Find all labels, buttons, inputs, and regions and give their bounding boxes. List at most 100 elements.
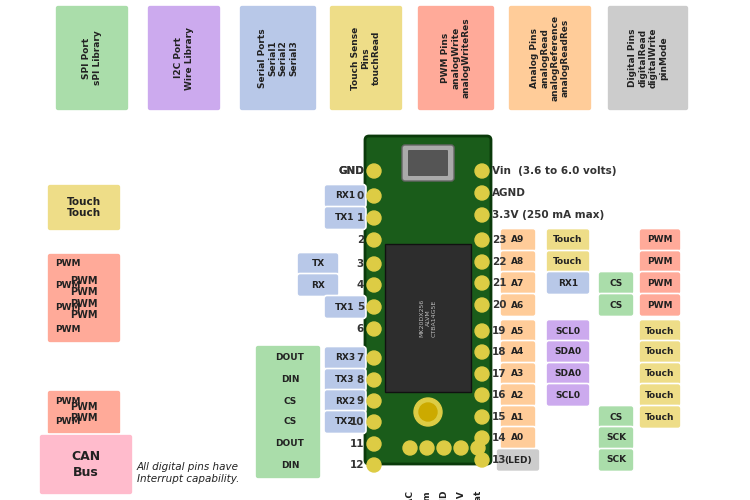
Text: Analog Pins
analogRead
analogReference
analogReadRes: Analog Pins analogRead analogReference a… — [530, 15, 570, 101]
Text: MK20DX256
ALVM
CTBA14G5E: MK20DX256 ALVM CTBA14G5E — [420, 299, 436, 337]
FancyBboxPatch shape — [639, 340, 681, 363]
Text: A2: A2 — [512, 390, 525, 400]
Text: 12: 12 — [350, 460, 364, 470]
FancyBboxPatch shape — [324, 184, 366, 208]
FancyBboxPatch shape — [47, 390, 121, 435]
FancyBboxPatch shape — [496, 448, 540, 471]
Circle shape — [367, 351, 381, 365]
Text: RX: RX — [311, 280, 325, 289]
FancyBboxPatch shape — [269, 432, 311, 456]
Text: DOUT: DOUT — [275, 440, 304, 448]
FancyBboxPatch shape — [55, 5, 129, 111]
Text: CS: CS — [609, 412, 622, 422]
Text: CS: CS — [609, 300, 622, 310]
Circle shape — [414, 398, 442, 426]
Text: VBat: VBat — [473, 490, 482, 500]
Text: RX2: RX2 — [335, 396, 355, 406]
Text: A0: A0 — [512, 434, 524, 442]
FancyBboxPatch shape — [324, 346, 366, 370]
FancyBboxPatch shape — [500, 406, 536, 428]
FancyBboxPatch shape — [47, 274, 89, 296]
Text: A14/DAC: A14/DAC — [406, 490, 415, 500]
Circle shape — [475, 255, 489, 269]
Text: PWM: PWM — [56, 302, 81, 312]
Text: (LED): (LED) — [504, 456, 532, 464]
FancyBboxPatch shape — [269, 454, 311, 476]
FancyBboxPatch shape — [598, 406, 634, 428]
Text: 9: 9 — [357, 396, 364, 406]
Text: PWM: PWM — [647, 300, 673, 310]
FancyBboxPatch shape — [598, 272, 634, 294]
Text: TX2: TX2 — [335, 418, 355, 426]
Text: Digital Pins
digitalRead
digitalWrite
pinMode: Digital Pins digitalRead digitalWrite pi… — [628, 28, 668, 88]
FancyBboxPatch shape — [546, 340, 590, 363]
Text: 1: 1 — [357, 213, 364, 223]
FancyBboxPatch shape — [639, 362, 681, 386]
Text: PWM: PWM — [56, 396, 81, 406]
Text: DOUT: DOUT — [275, 354, 304, 362]
FancyBboxPatch shape — [508, 5, 592, 111]
Circle shape — [367, 458, 381, 472]
FancyBboxPatch shape — [385, 244, 471, 392]
Text: PWM
PWM
PWM
PWM: PWM PWM PWM PWM — [70, 276, 98, 320]
FancyBboxPatch shape — [269, 390, 311, 412]
Circle shape — [475, 276, 489, 290]
Text: PWM: PWM — [56, 260, 81, 268]
Circle shape — [367, 300, 381, 314]
Circle shape — [475, 367, 489, 381]
FancyBboxPatch shape — [500, 250, 536, 274]
FancyBboxPatch shape — [47, 296, 89, 318]
FancyBboxPatch shape — [500, 272, 536, 294]
FancyBboxPatch shape — [47, 390, 89, 412]
Text: CS: CS — [284, 396, 296, 406]
Circle shape — [367, 415, 381, 429]
Text: AGND: AGND — [492, 188, 526, 198]
Circle shape — [454, 441, 468, 455]
Circle shape — [475, 208, 489, 222]
Circle shape — [437, 441, 451, 455]
Circle shape — [367, 189, 381, 203]
Text: 11: 11 — [350, 439, 364, 449]
FancyBboxPatch shape — [324, 296, 366, 318]
FancyBboxPatch shape — [500, 384, 536, 406]
FancyBboxPatch shape — [269, 346, 311, 370]
FancyBboxPatch shape — [546, 228, 590, 252]
FancyBboxPatch shape — [297, 274, 339, 296]
FancyBboxPatch shape — [329, 5, 403, 111]
Text: 10: 10 — [350, 417, 364, 427]
Text: SCK: SCK — [606, 434, 626, 442]
FancyBboxPatch shape — [500, 362, 536, 386]
FancyBboxPatch shape — [402, 145, 454, 181]
Text: PWM
PWM: PWM PWM — [70, 402, 98, 423]
Circle shape — [475, 298, 489, 312]
Text: PWM: PWM — [647, 278, 673, 287]
Circle shape — [367, 257, 381, 271]
Circle shape — [367, 394, 381, 408]
Text: Touch: Touch — [645, 370, 675, 378]
Circle shape — [475, 410, 489, 424]
Text: PWM: PWM — [56, 280, 81, 289]
Text: RX1: RX1 — [335, 192, 355, 200]
Circle shape — [367, 211, 381, 225]
Text: Touch Sense
Pins
touchRead: Touch Sense Pins touchRead — [351, 26, 381, 90]
Circle shape — [403, 441, 417, 455]
Text: 16: 16 — [492, 390, 506, 400]
Text: A9: A9 — [512, 236, 525, 244]
FancyBboxPatch shape — [324, 410, 366, 434]
Text: A1: A1 — [512, 412, 525, 422]
FancyBboxPatch shape — [639, 250, 681, 274]
Text: 13: 13 — [492, 455, 506, 465]
Text: 18: 18 — [492, 347, 506, 357]
Text: Touch: Touch — [645, 348, 675, 356]
Text: A3: A3 — [512, 370, 525, 378]
FancyBboxPatch shape — [365, 136, 491, 464]
FancyBboxPatch shape — [239, 5, 317, 111]
Text: DIN: DIN — [280, 460, 299, 469]
Text: 2: 2 — [357, 235, 364, 245]
Text: Touch: Touch — [645, 390, 675, 400]
FancyBboxPatch shape — [546, 384, 590, 406]
FancyBboxPatch shape — [639, 228, 681, 252]
Text: 0: 0 — [357, 191, 364, 201]
Text: A5: A5 — [512, 326, 525, 336]
Text: 21: 21 — [492, 278, 506, 288]
